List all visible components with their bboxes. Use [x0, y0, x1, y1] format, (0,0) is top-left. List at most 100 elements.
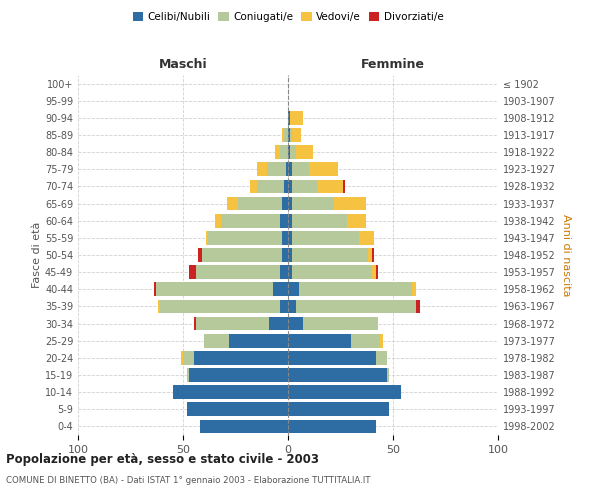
Bar: [288, 300, 296, 314]
Bar: [380, 334, 383, 347]
Bar: [387, 368, 389, 382]
Bar: [189, 368, 288, 382]
Bar: [343, 180, 345, 194]
Bar: [238, 196, 282, 210]
Bar: [208, 231, 282, 244]
Bar: [292, 128, 301, 142]
Bar: [189, 266, 196, 279]
Bar: [158, 300, 160, 314]
Legend: Celibi/Nubili, Coniugati/e, Vedovi/e, Divorziati/e: Celibi/Nubili, Coniugati/e, Vedovi/e, Di…: [131, 10, 445, 24]
Bar: [160, 300, 280, 314]
Bar: [284, 180, 288, 194]
Bar: [351, 334, 380, 347]
Bar: [288, 111, 290, 124]
Bar: [286, 162, 288, 176]
Bar: [280, 146, 288, 159]
Bar: [416, 300, 420, 314]
Bar: [282, 231, 288, 244]
Bar: [292, 162, 309, 176]
Bar: [196, 316, 269, 330]
Bar: [292, 180, 317, 194]
Bar: [215, 214, 221, 228]
Bar: [284, 128, 288, 142]
Bar: [227, 196, 238, 210]
Bar: [288, 402, 389, 416]
Bar: [156, 282, 274, 296]
Bar: [292, 248, 368, 262]
Bar: [229, 334, 288, 347]
Bar: [372, 266, 376, 279]
Bar: [334, 196, 366, 210]
Bar: [280, 214, 288, 228]
Bar: [173, 386, 288, 399]
Bar: [187, 368, 189, 382]
Text: COMUNE DI BINETTO (BA) - Dati ISTAT 1° gennaio 2003 - Elaborazione TUTTITALIA.IT: COMUNE DI BINETTO (BA) - Dati ISTAT 1° g…: [6, 476, 371, 485]
Bar: [280, 266, 288, 279]
Bar: [359, 231, 374, 244]
Bar: [376, 266, 379, 279]
Bar: [288, 214, 292, 228]
Bar: [196, 266, 280, 279]
Bar: [292, 231, 359, 244]
Bar: [309, 162, 338, 176]
Bar: [288, 334, 351, 347]
Bar: [204, 334, 229, 347]
Bar: [282, 248, 288, 262]
Bar: [206, 231, 208, 244]
Bar: [187, 402, 288, 416]
Bar: [290, 146, 296, 159]
Bar: [292, 196, 334, 210]
Bar: [202, 248, 282, 262]
Bar: [288, 128, 290, 142]
Bar: [290, 111, 303, 124]
Bar: [372, 248, 374, 262]
Bar: [288, 231, 292, 244]
Bar: [303, 316, 379, 330]
Bar: [296, 300, 416, 314]
Bar: [282, 196, 288, 210]
Bar: [412, 282, 416, 296]
Bar: [288, 316, 303, 330]
Bar: [288, 368, 387, 382]
Bar: [292, 214, 347, 228]
Bar: [288, 282, 299, 296]
Bar: [282, 128, 284, 142]
Bar: [250, 180, 257, 194]
Bar: [221, 214, 280, 228]
Bar: [193, 351, 288, 364]
Bar: [198, 248, 202, 262]
Bar: [299, 282, 412, 296]
Bar: [288, 386, 401, 399]
Bar: [288, 196, 292, 210]
Bar: [257, 162, 267, 176]
Bar: [274, 282, 288, 296]
Bar: [200, 420, 288, 434]
Text: Maschi: Maschi: [158, 58, 208, 71]
Bar: [269, 316, 288, 330]
Bar: [296, 146, 313, 159]
Bar: [275, 146, 280, 159]
Bar: [288, 248, 292, 262]
Bar: [267, 162, 286, 176]
Bar: [317, 180, 343, 194]
Y-axis label: Fasce di età: Fasce di età: [32, 222, 42, 288]
Bar: [181, 351, 183, 364]
Bar: [183, 351, 193, 364]
Bar: [288, 162, 292, 176]
Bar: [257, 180, 284, 194]
Bar: [288, 420, 376, 434]
Bar: [288, 146, 290, 159]
Bar: [376, 351, 387, 364]
Bar: [290, 128, 292, 142]
Bar: [368, 248, 372, 262]
Bar: [288, 351, 376, 364]
Text: Femmine: Femmine: [361, 58, 425, 71]
Text: Popolazione per età, sesso e stato civile - 2003: Popolazione per età, sesso e stato civil…: [6, 452, 319, 466]
Bar: [347, 214, 366, 228]
Bar: [280, 300, 288, 314]
Bar: [288, 266, 292, 279]
Y-axis label: Anni di nascita: Anni di nascita: [561, 214, 571, 296]
Bar: [288, 180, 292, 194]
Bar: [193, 316, 196, 330]
Bar: [154, 282, 155, 296]
